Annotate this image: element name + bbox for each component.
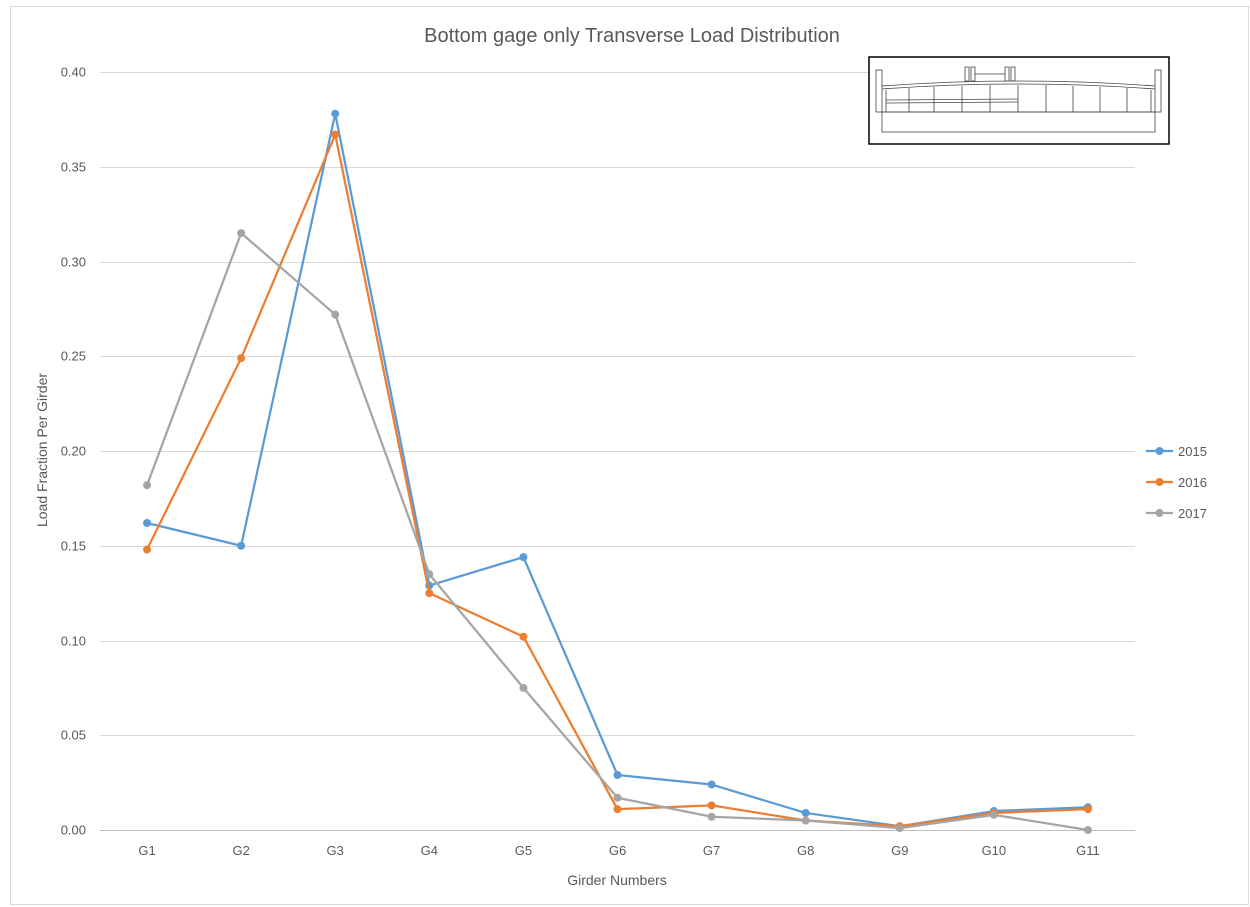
data-point bbox=[707, 812, 716, 821]
x-tick-label: G6 bbox=[609, 843, 626, 858]
data-point bbox=[237, 354, 246, 363]
legend-label: 2015 bbox=[1178, 444, 1207, 459]
data-point bbox=[519, 683, 528, 692]
y-tick-label: 0.30 bbox=[61, 255, 86, 270]
x-tick-label: G3 bbox=[327, 843, 344, 858]
data-point bbox=[801, 816, 810, 825]
x-tick-labels: G1 G2 G3 G4 G5 G6 G7 G8 G9 G10 G11 bbox=[138, 843, 1099, 858]
x-tick-label: G10 bbox=[982, 843, 1007, 858]
chart-title: Bottom gage only Transverse Load Distrib… bbox=[424, 25, 840, 47]
x-tick-label: G9 bbox=[891, 843, 908, 858]
data-point bbox=[331, 109, 340, 118]
legend-label: 2016 bbox=[1178, 475, 1207, 490]
series-2017 bbox=[143, 229, 1092, 834]
data-point bbox=[425, 570, 434, 579]
y-tick-label: 0.10 bbox=[61, 634, 86, 649]
data-point bbox=[1083, 826, 1092, 834]
data-point bbox=[519, 553, 528, 562]
chart-border bbox=[10, 6, 1249, 905]
series-layer bbox=[143, 109, 1092, 834]
data-point bbox=[707, 780, 716, 789]
data-point bbox=[613, 771, 622, 780]
y-tick-label: 0.00 bbox=[61, 823, 86, 838]
data-point bbox=[237, 541, 246, 550]
data-point bbox=[331, 310, 340, 319]
data-point bbox=[425, 589, 434, 598]
data-point bbox=[613, 805, 622, 814]
x-tick-label: G4 bbox=[421, 843, 438, 858]
legend-item-2017: 2017 bbox=[1146, 506, 1207, 521]
legend-label: 2017 bbox=[1178, 506, 1207, 521]
data-point bbox=[331, 130, 340, 139]
data-point bbox=[237, 229, 246, 238]
x-tick-label: G11 bbox=[1076, 843, 1100, 858]
y-tick-label: 0.15 bbox=[61, 539, 86, 554]
data-point bbox=[707, 801, 716, 810]
x-tick-label: G5 bbox=[515, 843, 532, 858]
data-point bbox=[613, 793, 622, 802]
y-tick-label: 0.20 bbox=[61, 444, 86, 459]
legend-item-2016: 2016 bbox=[1146, 475, 1207, 490]
legend: 2015 2016 2017 bbox=[1146, 444, 1207, 521]
x-tick-label: G2 bbox=[232, 843, 249, 858]
data-point bbox=[1083, 805, 1092, 814]
data-point bbox=[989, 810, 998, 819]
y-axis-title: Load Fraction Per Girder bbox=[34, 373, 50, 527]
legend-item-2015: 2015 bbox=[1146, 444, 1207, 459]
y-tick-label: 0.40 bbox=[61, 65, 86, 80]
bridge-cross-section-image bbox=[868, 56, 1170, 145]
data-point bbox=[519, 632, 528, 641]
data-point bbox=[801, 808, 810, 817]
x-tick-label: G7 bbox=[703, 843, 720, 858]
data-point bbox=[143, 545, 152, 554]
x-axis-title: Girder Numbers bbox=[567, 872, 667, 888]
x-tick-label: G8 bbox=[797, 843, 814, 858]
legend-marker bbox=[1155, 447, 1164, 455]
legend-marker bbox=[1155, 509, 1164, 517]
x-tick-label: G1 bbox=[138, 843, 155, 858]
data-point bbox=[895, 824, 904, 833]
y-tick-label: 0.35 bbox=[61, 160, 86, 175]
y-tick-labels: 0.00 0.05 0.10 0.15 0.20 0.25 0.30 0.35 0.40 bbox=[61, 65, 86, 838]
legend-marker bbox=[1155, 478, 1164, 486]
data-point bbox=[143, 519, 152, 528]
y-tick-label: 0.25 bbox=[61, 349, 86, 364]
data-point bbox=[143, 481, 152, 490]
y-tick-label: 0.05 bbox=[61, 728, 86, 743]
